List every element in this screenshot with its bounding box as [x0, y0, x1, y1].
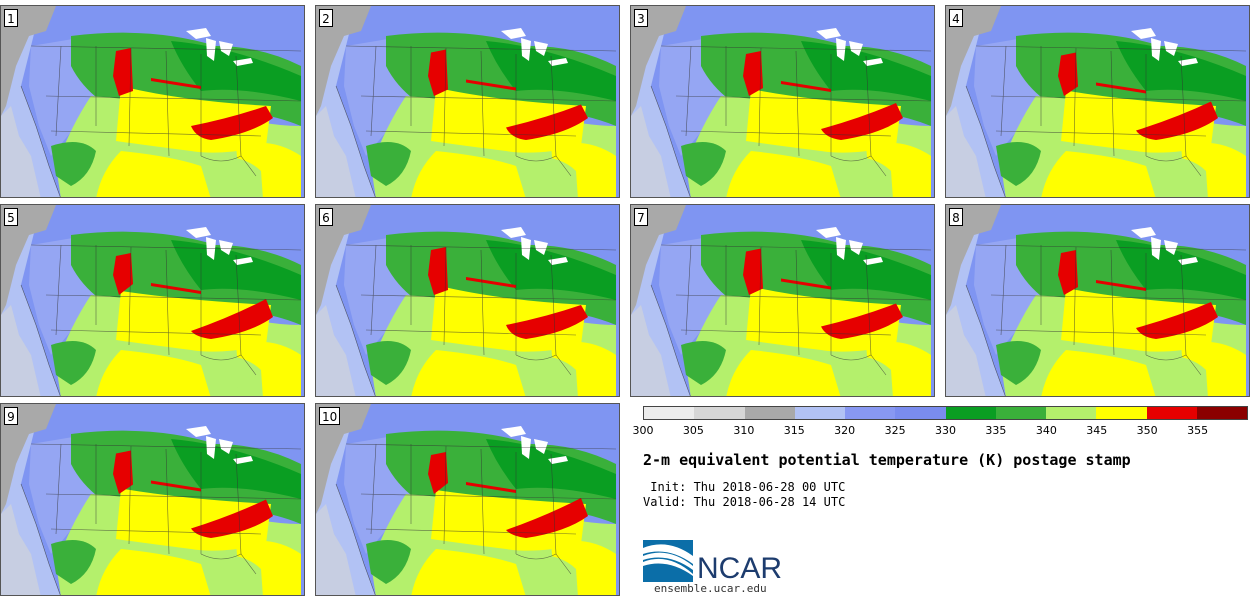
member-number-label: 7 [634, 208, 648, 226]
colorbar-tick-label: 305 [682, 424, 704, 437]
member-number-label: 10 [319, 407, 341, 425]
ensemble-member-map: 5 [0, 204, 305, 397]
colorbar-segment [845, 407, 896, 419]
ncar-logo: NCAR [643, 540, 793, 586]
ncar-logo-text: NCAR [697, 552, 782, 582]
member-number-label: 4 [949, 9, 963, 27]
ensemble-member-map: 4 [945, 5, 1250, 198]
colorbar-tick-label: 320 [834, 424, 856, 437]
colorbar-tick-label: 340 [1035, 424, 1057, 437]
colorbar-segment [694, 407, 745, 419]
ensemble-member-map: 10 [315, 403, 620, 596]
init-time: Init: Thu 2018-06-28 00 UTC [643, 480, 846, 494]
ensemble-member-map: 3 [630, 5, 935, 198]
member-number-label: 3 [634, 9, 648, 27]
colorbar-segment [945, 407, 996, 419]
colorbar-tick-label: 300 [632, 424, 654, 437]
member-number-label: 5 [4, 208, 18, 226]
ensemble-member-map: 8 [945, 204, 1250, 397]
colorbar-tick-label: 310 [733, 424, 755, 437]
colorbar-tick-label: 335 [985, 424, 1007, 437]
colorbar-segment [1146, 407, 1197, 419]
member-number-label: 2 [319, 9, 333, 27]
logo-url: ensemble.ucar.edu [654, 582, 767, 595]
colorbar-tick-label: 345 [1086, 424, 1108, 437]
ensemble-member-map: 6 [315, 204, 620, 397]
valid-time: Valid: Thu 2018-06-28 14 UTC [643, 495, 846, 509]
colorbar-tick-label: 325 [884, 424, 906, 437]
ensemble-member-map: 1 [0, 5, 305, 198]
colorbar-segment [794, 407, 845, 419]
colorbar-tick-label: 350 [1136, 424, 1158, 437]
colorbar-segment [895, 407, 946, 419]
ensemble-member-map: 2 [315, 5, 620, 198]
colorbar-tick-label: 355 [1187, 424, 1209, 437]
member-number-label: 1 [4, 9, 18, 27]
colorbar-segment [1096, 407, 1147, 419]
colorbar-segment [1196, 407, 1247, 419]
colorbar-segment [1046, 407, 1097, 419]
colorbar [643, 406, 1248, 420]
colorbar-segment [644, 407, 695, 419]
ensemble-member-map: 9 [0, 403, 305, 596]
member-number-label: 9 [4, 407, 18, 425]
colorbar-tick-label: 330 [935, 424, 956, 437]
ensemble-member-map: 7 [630, 204, 935, 397]
member-number-label: 8 [949, 208, 963, 226]
colorbar-segment [744, 407, 795, 419]
colorbar-segment [995, 407, 1046, 419]
product-title: 2-m equivalent potential temperature (K)… [643, 451, 1131, 469]
colorbar-tick-label: 315 [783, 424, 805, 437]
member-number-label: 6 [319, 208, 333, 226]
